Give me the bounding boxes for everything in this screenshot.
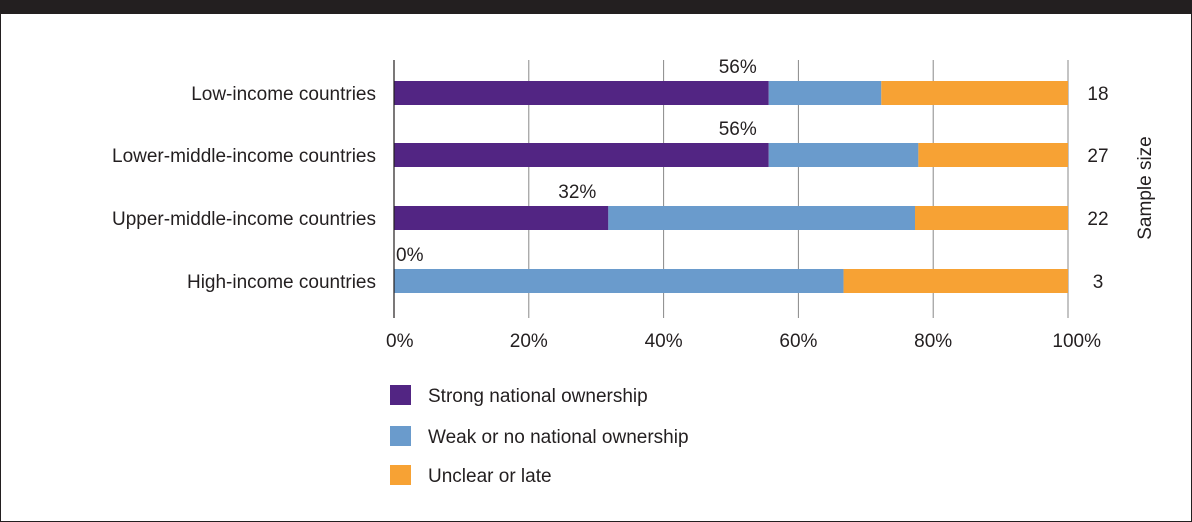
sample-size-value: 18 — [1087, 84, 1108, 105]
x-tick-label: 40% — [645, 331, 683, 352]
sample-size-value: 22 — [1087, 209, 1108, 230]
bar-segment — [394, 206, 609, 230]
bar-segment — [768, 81, 882, 105]
bar-segment — [881, 81, 1068, 105]
bar-segment — [768, 143, 919, 167]
bar-segment — [918, 143, 1068, 167]
bar-segment — [394, 143, 769, 167]
bar-segment — [843, 269, 1068, 293]
sample-size-title: Sample size — [1135, 136, 1156, 240]
x-tick-label: 60% — [779, 331, 817, 352]
bar-segment — [394, 81, 769, 105]
sample-size-value: 27 — [1087, 146, 1108, 167]
top-bar — [1, 0, 1191, 14]
data-label: 56% — [719, 119, 757, 140]
sample-size-value: 3 — [1093, 272, 1104, 293]
category-label: Lower-middle-income countries — [112, 146, 376, 167]
x-tick-label: 100% — [1052, 331, 1101, 352]
category-label: Low-income countries — [191, 84, 376, 105]
bar-segment — [394, 269, 844, 293]
x-tick-label: 0% — [386, 331, 414, 352]
category-label: High-income countries — [187, 272, 376, 293]
legend-label: Strong national ownership — [428, 386, 648, 407]
data-label: 32% — [558, 182, 596, 203]
data-label: 56% — [719, 57, 757, 78]
bar-segment — [915, 206, 1068, 230]
category-label: Upper-middle-income countries — [112, 209, 376, 230]
legend-swatch — [390, 385, 411, 405]
data-label: 0% — [396, 245, 424, 266]
legend-label: Weak or no national ownership — [428, 427, 689, 448]
legend-swatch — [390, 465, 411, 485]
legend-swatch — [390, 426, 411, 446]
legend-label: Unclear or late — [428, 466, 552, 487]
x-tick-label: 80% — [914, 331, 952, 352]
x-tick-label: 20% — [510, 331, 548, 352]
bar-segment — [608, 206, 916, 230]
